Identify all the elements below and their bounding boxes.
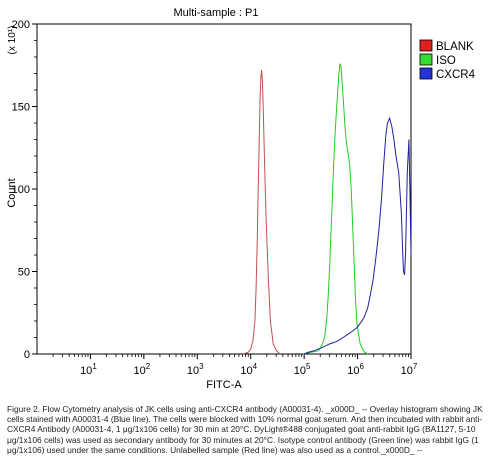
legend-label-iso: ISO bbox=[436, 55, 456, 67]
series-line-blank bbox=[242, 70, 281, 355]
axes: 101 102 103 104 105 106 107 0 50 100 150 200 bbox=[12, 19, 418, 377]
series-line-iso bbox=[302, 63, 369, 355]
plot-frame bbox=[36, 23, 412, 355]
x-axis-label: FITC-A bbox=[206, 379, 242, 391]
legend-swatch-cxcr4 bbox=[419, 67, 433, 80]
y-axis-label: Count bbox=[6, 178, 18, 207]
series-line-cxcr4 bbox=[303, 116, 412, 355]
x-tick-label: 101 bbox=[80, 362, 97, 377]
x-tick-label: 104 bbox=[240, 362, 257, 377]
y-tick-label: 0 bbox=[24, 349, 30, 361]
legend-label-blank: BLANK bbox=[436, 41, 474, 53]
figure-caption: Figure 2. Flow Cytometry analysis of JK … bbox=[7, 404, 483, 455]
legend: BLANK ISO CXCR4 bbox=[419, 39, 476, 81]
x-tick-label: 102 bbox=[134, 362, 151, 377]
y-tick-label: 100 bbox=[12, 184, 30, 196]
y-multiplier-label: (x 10¹) bbox=[7, 26, 18, 55]
series-layer bbox=[242, 63, 412, 355]
y-tick-label: 200 bbox=[12, 19, 30, 31]
legend-label-cxcr4: CXCR4 bbox=[436, 69, 476, 81]
y-tick-label: 150 bbox=[12, 102, 30, 114]
x-tick-label: 103 bbox=[187, 362, 204, 377]
legend-swatch-iso bbox=[419, 53, 433, 66]
x-tick-label: 105 bbox=[294, 362, 311, 377]
x-tick-label: 107 bbox=[401, 362, 418, 377]
flow-cytometry-histogram: Multi-sample : P1 (x 10¹) Count 101 102 10… bbox=[6, 7, 476, 391]
x-tick-label: 106 bbox=[347, 362, 364, 377]
y-tick-label: 50 bbox=[18, 267, 30, 279]
legend-swatch-blank bbox=[419, 39, 433, 52]
chart-title: Multi-sample : P1 bbox=[174, 7, 259, 19]
